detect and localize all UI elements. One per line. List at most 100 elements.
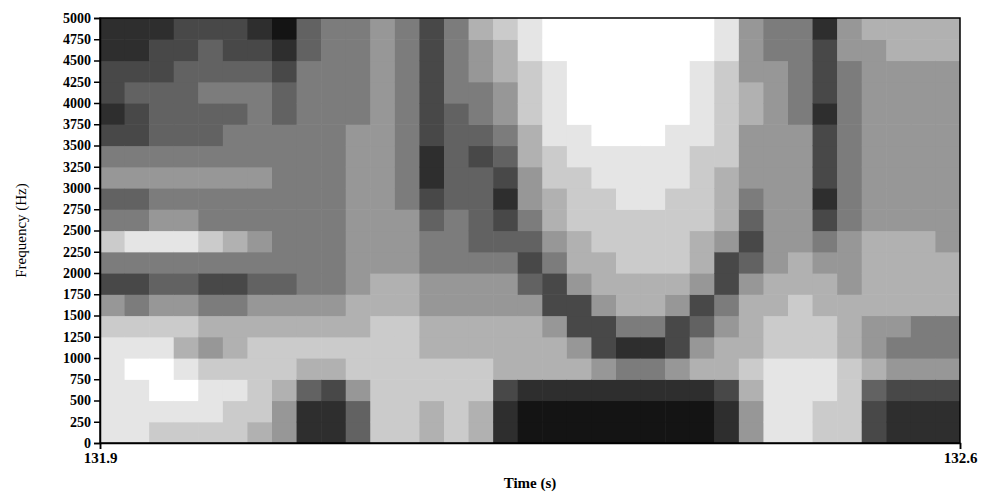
- y-tick: 3250: [63, 160, 100, 175]
- cell: [247, 337, 272, 359]
- cell: [395, 379, 420, 401]
- cell: [567, 103, 592, 125]
- cell: [444, 337, 469, 359]
- cell: [542, 294, 567, 316]
- cell: [665, 422, 690, 443]
- y-tick: 750: [70, 372, 100, 387]
- cell: [837, 103, 862, 125]
- x-tick-label: 132.6: [944, 450, 978, 466]
- cell: [346, 167, 371, 189]
- cell: [665, 209, 690, 231]
- cell: [125, 82, 150, 104]
- cell: [714, 273, 739, 295]
- cell: [837, 188, 862, 210]
- cell: [813, 358, 838, 380]
- cell: [297, 358, 322, 380]
- cell: [911, 18, 936, 40]
- cell: [444, 124, 469, 146]
- cell: [886, 337, 911, 359]
- cell: [518, 294, 543, 316]
- cell: [911, 337, 936, 359]
- y-axis: 0250500750100012501500175020002250250027…: [63, 11, 101, 451]
- cell: [763, 18, 788, 40]
- cell: [518, 337, 543, 359]
- cell: [444, 401, 469, 423]
- cell: [493, 167, 518, 189]
- cell: [690, 61, 715, 83]
- cell: [321, 379, 346, 401]
- cell: [739, 422, 764, 443]
- cell: [297, 316, 322, 338]
- cell: [788, 188, 813, 210]
- cell: [886, 103, 911, 125]
- cell: [247, 422, 272, 443]
- cell: [788, 167, 813, 189]
- cell: [542, 167, 567, 189]
- cell: [125, 231, 150, 253]
- cell: [223, 61, 248, 83]
- cell: [198, 252, 223, 274]
- cell: [321, 401, 346, 423]
- cell: [690, 167, 715, 189]
- cell: [935, 82, 960, 104]
- y-tick-mark: [94, 18, 100, 20]
- y-tick: 3000: [63, 181, 100, 196]
- cell: [837, 273, 862, 295]
- cell: [591, 231, 616, 253]
- cell: [346, 82, 371, 104]
- cell: [395, 61, 420, 83]
- cell: [346, 316, 371, 338]
- y-tick: 1000: [63, 351, 100, 366]
- cell: [321, 61, 346, 83]
- cell: [149, 18, 174, 40]
- cell: [714, 82, 739, 104]
- cell: [125, 401, 150, 423]
- cell: [223, 146, 248, 168]
- cell: [739, 18, 764, 40]
- cell: [714, 379, 739, 401]
- cell: [911, 401, 936, 423]
- cell: [493, 61, 518, 83]
- cell: [616, 188, 641, 210]
- cell: [641, 294, 666, 316]
- cell: [935, 316, 960, 338]
- cell: [763, 82, 788, 104]
- cell: [518, 124, 543, 146]
- cell: [542, 252, 567, 274]
- cell: [862, 231, 887, 253]
- cell: [321, 146, 346, 168]
- cell: [174, 358, 199, 380]
- cell: [493, 379, 518, 401]
- cell: [518, 379, 543, 401]
- cell: [886, 231, 911, 253]
- cell: [346, 18, 371, 40]
- cell: [272, 337, 297, 359]
- cell: [346, 273, 371, 295]
- cell: [665, 39, 690, 61]
- y-tick-mark: [94, 379, 100, 381]
- cell: [616, 124, 641, 146]
- cell: [419, 61, 444, 83]
- cell: [862, 188, 887, 210]
- cell: [690, 231, 715, 253]
- cell: [370, 18, 395, 40]
- cell: [518, 422, 543, 443]
- cell: [763, 124, 788, 146]
- cell: [862, 18, 887, 40]
- y-tick: 2000: [63, 266, 100, 281]
- cell: [739, 231, 764, 253]
- cell: [616, 358, 641, 380]
- cell: [542, 379, 567, 401]
- y-tick: 1500: [63, 308, 100, 323]
- cell: [125, 188, 150, 210]
- cell: [395, 422, 420, 443]
- cell: [346, 422, 371, 443]
- cell: [198, 124, 223, 146]
- cell: [493, 209, 518, 231]
- cell: [272, 294, 297, 316]
- cell: [321, 358, 346, 380]
- cell: [911, 103, 936, 125]
- cell: [813, 294, 838, 316]
- cell: [911, 188, 936, 210]
- cell: [837, 231, 862, 253]
